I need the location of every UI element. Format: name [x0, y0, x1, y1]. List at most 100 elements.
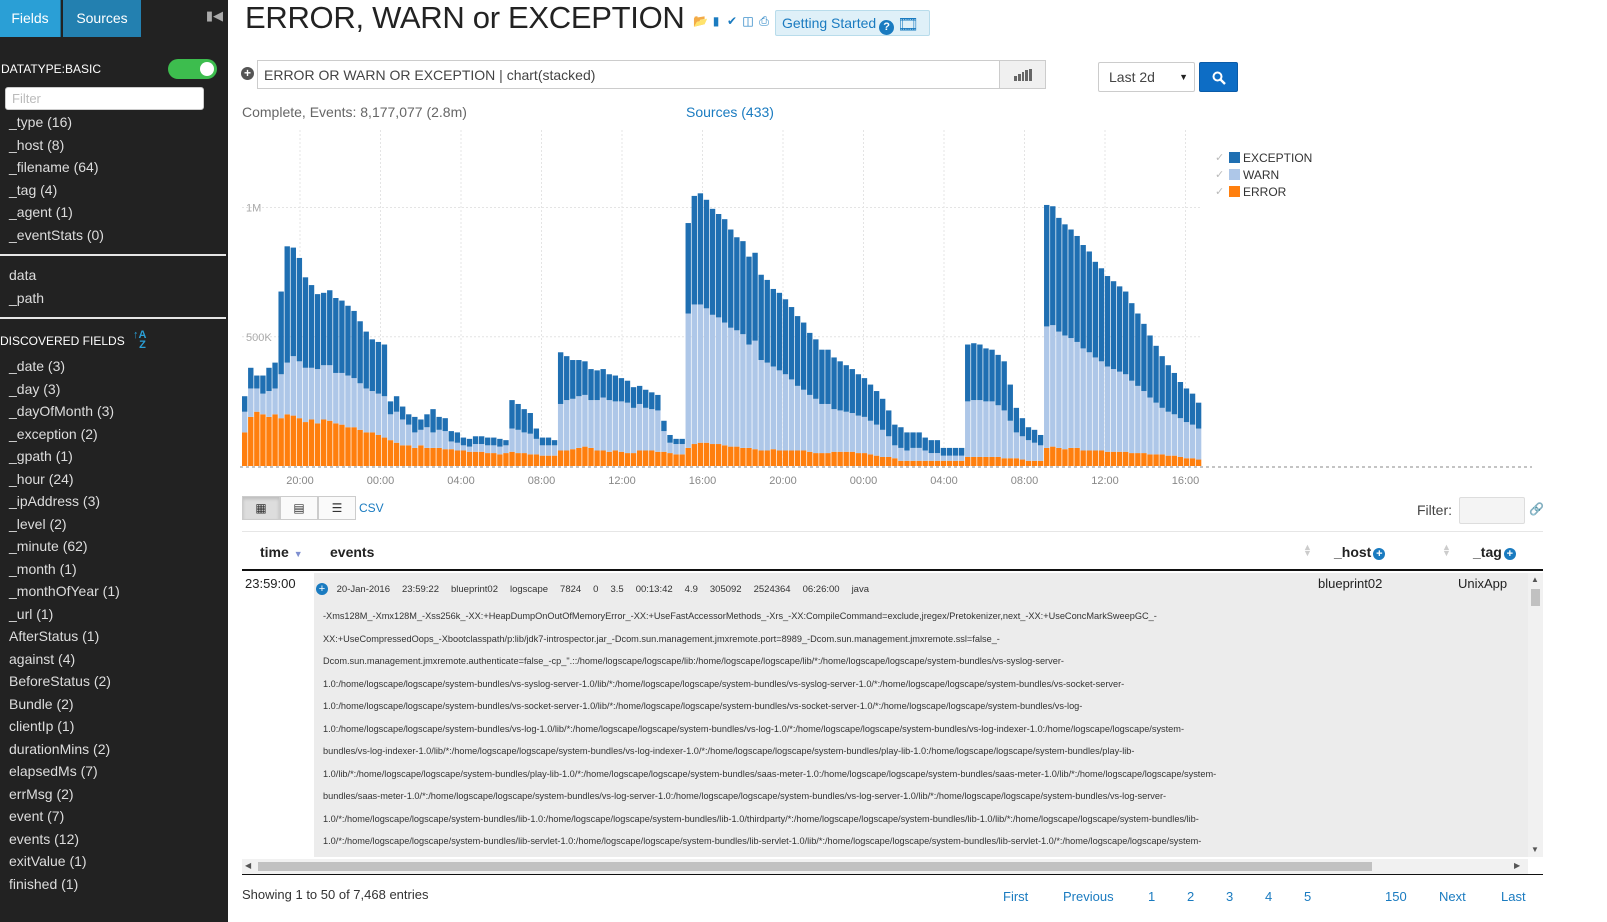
chart-bar-warn[interactable] — [242, 411, 248, 433]
chart-bar-warn[interactable] — [770, 366, 776, 450]
chart-bar-error[interactable] — [1165, 455, 1171, 466]
chart-bar-error[interactable] — [1110, 451, 1117, 466]
chart-bar-error[interactable] — [940, 460, 947, 466]
chart-bar-exception[interactable] — [393, 396, 400, 412]
chart-bar-exception[interactable] — [843, 365, 849, 412]
pager-link[interactable]: 1 — [1148, 889, 1156, 904]
scroll-down-icon[interactable]: ▼ — [1531, 845, 1539, 854]
chart-bar-exception[interactable] — [466, 438, 473, 447]
chart-bar-error[interactable] — [740, 447, 746, 466]
chart-bar-warn[interactable] — [898, 447, 904, 461]
chart-bar-exception[interactable] — [649, 392, 655, 410]
chart-bar-warn[interactable] — [588, 400, 594, 448]
chart-bar-warn[interactable] — [612, 401, 619, 451]
chart-bar-error[interactable] — [758, 450, 764, 466]
chart-bar-exception[interactable] — [436, 416, 442, 430]
sidebar-field-item[interactable]: errMsg (2) — [9, 785, 74, 802]
chart-bar-error[interactable] — [709, 444, 716, 466]
chart-bar-warn[interactable] — [290, 356, 296, 416]
chart-bar-warn[interactable] — [837, 410, 843, 452]
chart-bar-exception[interactable] — [928, 440, 934, 454]
chart-bar-error[interactable] — [418, 445, 424, 466]
chart-bar-error[interactable] — [794, 450, 801, 466]
sidebar-field-item[interactable]: _monthOfYear (1) — [9, 583, 120, 599]
chart-bar-error[interactable] — [539, 455, 546, 466]
tab-sources[interactable]: Sources — [63, 0, 141, 37]
chart-bar-error[interactable] — [491, 453, 497, 466]
chart-bar-exception[interactable] — [472, 436, 479, 445]
chart-bar-warn[interactable] — [582, 394, 588, 447]
chart-bar-exception[interactable] — [946, 447, 953, 456]
chart-bar-exception[interactable] — [922, 437, 928, 451]
add-search-icon[interactable]: + — [241, 67, 254, 80]
scroll-right-icon[interactable]: ▶ — [1514, 861, 1521, 870]
chart-bar-error[interactable] — [527, 454, 533, 466]
chart-bar-warn[interactable] — [819, 403, 825, 454]
chart-bar-error[interactable] — [387, 440, 394, 466]
chart-bar-exception[interactable] — [564, 356, 570, 401]
chart-bar-exception[interactable] — [873, 391, 880, 425]
chart-bar-error[interactable] — [831, 451, 837, 466]
chart-bar-exception[interactable] — [886, 410, 892, 437]
chart-bar-error[interactable] — [466, 451, 473, 466]
chart-bar-exception[interactable] — [1177, 382, 1184, 419]
chart-bar-warn[interactable] — [430, 432, 436, 448]
chart-bar-error[interactable] — [1189, 458, 1196, 466]
chart-bar-error[interactable] — [1135, 453, 1141, 466]
vertical-scrollbar[interactable]: ▲ ▼ — [1528, 573, 1543, 857]
chart-bar-warn[interactable] — [655, 410, 661, 452]
chart-bar-error[interactable] — [1141, 453, 1147, 466]
chart-bar-warn[interactable] — [509, 428, 515, 452]
chart-bar-warn[interactable] — [381, 396, 388, 438]
chart-bar-warn[interactable] — [807, 394, 813, 452]
chart-bar-exception[interactable] — [509, 400, 515, 429]
chart-bar-exception[interactable] — [952, 447, 959, 456]
chart-bar-exception[interactable] — [764, 279, 770, 363]
chart-bar-error[interactable] — [448, 449, 454, 466]
chart-bar-error[interactable] — [861, 453, 868, 466]
chart-bar-error[interactable] — [1098, 450, 1105, 466]
chart-bar-warn[interactable] — [418, 429, 424, 446]
chart-bar-exception[interactable] — [314, 294, 321, 370]
chart-bar-exception[interactable] — [1104, 276, 1111, 367]
chart-bar-exception[interactable] — [557, 352, 564, 404]
chart-bar-error[interactable] — [1147, 454, 1153, 466]
chart-bar-warn[interactable] — [1129, 380, 1135, 454]
chart-bar-error[interactable] — [436, 447, 442, 466]
chart-bar-warn[interactable] — [266, 391, 272, 417]
pager-link[interactable]: 3 — [1226, 889, 1234, 904]
chart-bar-exception[interactable] — [320, 292, 327, 366]
chart-bar-warn[interactable] — [855, 415, 862, 454]
chart-bar-exception[interactable] — [673, 438, 679, 445]
chart-bar-exception[interactable] — [1183, 388, 1190, 423]
chart-bar-error[interactable] — [503, 453, 509, 466]
sidebar-field-item[interactable]: _agent (1) — [9, 204, 73, 220]
chart-bar-warn[interactable] — [776, 370, 783, 451]
chart-bar-error[interactable] — [995, 456, 1001, 466]
collapse-sidebar-icon[interactable]: ▮◀ — [205, 8, 223, 23]
chart-bar-error[interactable] — [1062, 449, 1068, 466]
chart-bar-exception[interactable] — [545, 437, 552, 446]
add-column-icon[interactable]: + — [1503, 548, 1516, 560]
chart-bar-warn[interactable] — [794, 385, 801, 451]
chart-bar-exception[interactable] — [697, 193, 704, 305]
chart-bar-error[interactable] — [910, 460, 916, 466]
chart-bar-error[interactable] — [971, 456, 977, 466]
chart-bar-error[interactable] — [1159, 454, 1165, 466]
chart-bar-warn[interactable] — [606, 400, 612, 452]
chart-bar-error[interactable] — [594, 450, 600, 466]
chart-bar-warn[interactable] — [764, 362, 770, 451]
chart-bar-error[interactable] — [272, 414, 278, 466]
chart-bar-warn[interactable] — [952, 455, 959, 461]
chart-bar-exception[interactable] — [278, 291, 284, 375]
chart-bar-warn[interactable] — [503, 445, 509, 454]
chart-bar-warn[interactable] — [284, 362, 290, 415]
chart-bar-error[interactable] — [843, 451, 849, 466]
pager-link[interactable]: 5 — [1304, 889, 1312, 904]
chart-bar-error[interactable] — [472, 451, 479, 466]
chart-bar-error[interactable] — [764, 450, 770, 466]
chart-bar-exception[interactable] — [582, 361, 588, 395]
chart-bar-error[interactable] — [1025, 460, 1032, 466]
chart-bar-warn[interactable] — [618, 401, 625, 452]
sources-link[interactable]: Sources (433) — [686, 104, 774, 120]
